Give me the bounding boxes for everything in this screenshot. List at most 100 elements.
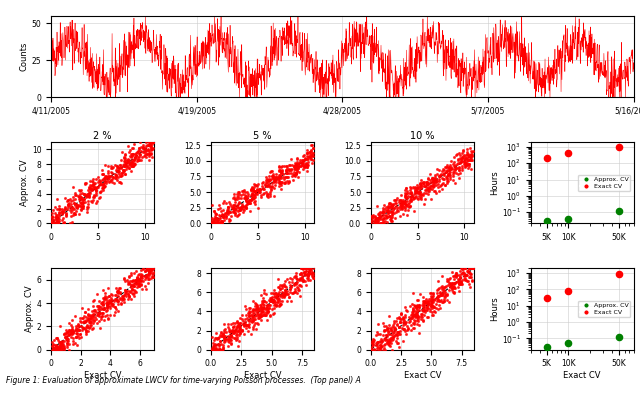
Point [399, 201, 410, 207]
Point [408, 191, 419, 198]
Point [368, 338, 378, 344]
Point [219, 337, 229, 343]
Point [282, 276, 292, 282]
Point [269, 176, 280, 182]
Point [303, 154, 314, 160]
Point [63, 332, 73, 338]
Point [93, 174, 104, 180]
Point [225, 337, 236, 343]
Point [51, 345, 61, 352]
Point [438, 171, 449, 178]
Point [110, 175, 120, 181]
Point [413, 316, 423, 323]
Point [84, 190, 95, 196]
Point [115, 162, 125, 169]
Point [233, 208, 243, 214]
Point [442, 180, 452, 187]
Point [93, 306, 104, 312]
Point [392, 335, 402, 341]
Point [456, 279, 466, 285]
Point [419, 301, 429, 308]
Point [278, 171, 288, 177]
Point [62, 206, 72, 212]
Point [223, 333, 233, 339]
Point [384, 201, 394, 207]
Point [102, 307, 113, 313]
Point [53, 344, 63, 350]
Point [52, 336, 63, 343]
Point [292, 287, 303, 293]
Point [76, 323, 86, 329]
Point [401, 194, 412, 200]
Point [436, 283, 446, 290]
Point [133, 281, 143, 288]
Point [206, 347, 216, 353]
Point [462, 149, 472, 155]
Point [216, 219, 226, 225]
Point [121, 165, 131, 172]
Point [289, 171, 300, 178]
Point [423, 191, 433, 197]
Point [376, 216, 387, 222]
Point [132, 277, 142, 284]
Point [284, 279, 294, 285]
Point [52, 220, 63, 226]
Point [100, 173, 111, 179]
Point [244, 308, 254, 314]
Point [253, 181, 263, 187]
Point [395, 206, 405, 212]
Point [70, 334, 81, 340]
Point [305, 151, 316, 157]
Point [214, 345, 224, 351]
Point [257, 309, 268, 315]
Point [93, 312, 103, 318]
Point [541, 295, 552, 301]
Point [67, 201, 77, 208]
Point [451, 274, 461, 280]
Point [147, 265, 157, 272]
Point [48, 345, 58, 351]
Point [372, 220, 383, 226]
Point [131, 154, 141, 160]
Point [232, 212, 243, 219]
Point [62, 329, 72, 335]
Point [60, 195, 70, 202]
Point [408, 325, 419, 331]
Point [380, 347, 390, 353]
Point [102, 294, 113, 300]
Point [106, 300, 116, 307]
Point [411, 193, 421, 199]
Point [433, 167, 444, 173]
Point [120, 287, 131, 294]
Point [384, 339, 394, 345]
Point [77, 318, 88, 325]
Point [127, 278, 138, 284]
Point [455, 275, 465, 281]
Point [279, 176, 289, 182]
Point [404, 316, 415, 322]
Point [449, 289, 459, 295]
Point [225, 334, 236, 340]
Point [247, 185, 257, 191]
Point [82, 322, 92, 328]
Point [367, 347, 377, 353]
Point [138, 278, 148, 285]
Point [247, 319, 257, 325]
Point [439, 293, 449, 299]
Point [244, 200, 255, 206]
Point [276, 164, 286, 171]
Point [276, 298, 287, 304]
Point [412, 189, 422, 196]
Point [266, 290, 276, 296]
Point [396, 328, 406, 334]
Point [68, 330, 78, 336]
Point [238, 191, 248, 197]
Point [115, 290, 125, 296]
Point [290, 273, 300, 279]
Point [247, 195, 257, 201]
Point [423, 298, 433, 305]
Point [461, 272, 472, 278]
Point [376, 220, 387, 226]
Point [48, 220, 58, 227]
Point [448, 166, 458, 173]
